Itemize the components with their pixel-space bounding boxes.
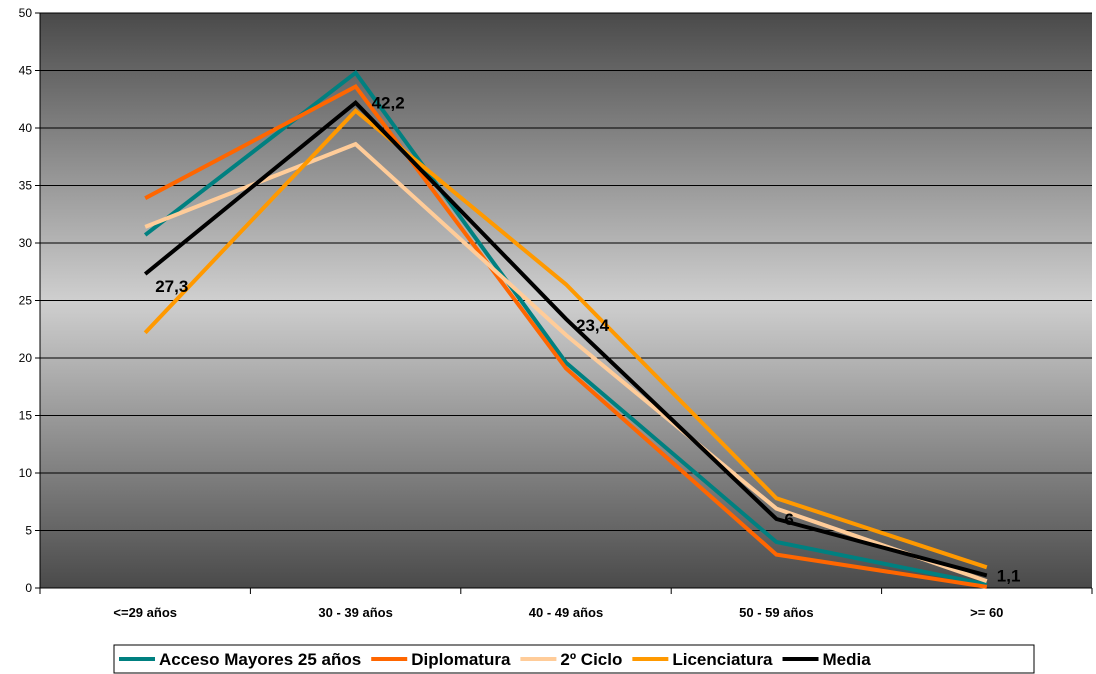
gridlines: [40, 12, 1092, 531]
legend-label: Diplomatura: [411, 650, 511, 669]
x-tick-label: 50 - 59 años: [739, 605, 813, 620]
y-tick-label: 20: [19, 351, 33, 365]
series-line: [144, 84, 988, 589]
y-tick-label: 5: [25, 524, 32, 538]
y-axis: 0 5 10 15 20 25 30 35 40 45 50: [19, 6, 41, 595]
legend-box: [113, 644, 1035, 674]
y-tick-label: 30: [19, 236, 33, 250]
x-axis: <=29 años 30 - 39 años 40 - 49 años 50 - 59…: [39, 587, 1093, 620]
series-line: [144, 141, 988, 583]
x-tick-label: 30 - 39 años: [318, 605, 392, 620]
data-label: 27,3: [155, 277, 188, 296]
data-label: 6: [784, 510, 793, 529]
y-tick-label: 40: [19, 121, 33, 135]
y-tick-label: 10: [19, 466, 33, 480]
legend-label: Licenciatura: [672, 650, 773, 669]
series-line: [143, 69, 988, 587]
legend-label: 2º Ciclo: [560, 650, 622, 669]
legend-label: Media: [823, 650, 872, 669]
series-lines: [143, 69, 988, 589]
y-tick-label: 45: [19, 64, 33, 78]
data-label: 42,2: [372, 94, 405, 113]
data-label: 23,4: [576, 316, 610, 335]
data-labels: 27,3 42,2 23,4 6 1,1: [155, 94, 1020, 586]
legend-label: Acceso Mayores 25 años: [159, 650, 361, 669]
data-label: 1,1: [997, 566, 1021, 585]
y-tick-label: 15: [19, 409, 33, 423]
x-tick-label: <=29 años: [113, 605, 177, 620]
series-line: [143, 99, 988, 578]
legend: Acceso Mayores 25 años Diplomatura 2º Cicl…: [113, 644, 1035, 674]
x-tick-label: 40 - 49 años: [529, 605, 603, 620]
y-tick-label: 50: [19, 6, 33, 20]
series-line: [143, 108, 988, 570]
y-tick-label: 35: [19, 179, 33, 193]
y-tick-label: 0: [25, 581, 32, 595]
y-tick-label: 25: [19, 294, 33, 308]
x-tick-label: >= 60: [970, 605, 1003, 620]
